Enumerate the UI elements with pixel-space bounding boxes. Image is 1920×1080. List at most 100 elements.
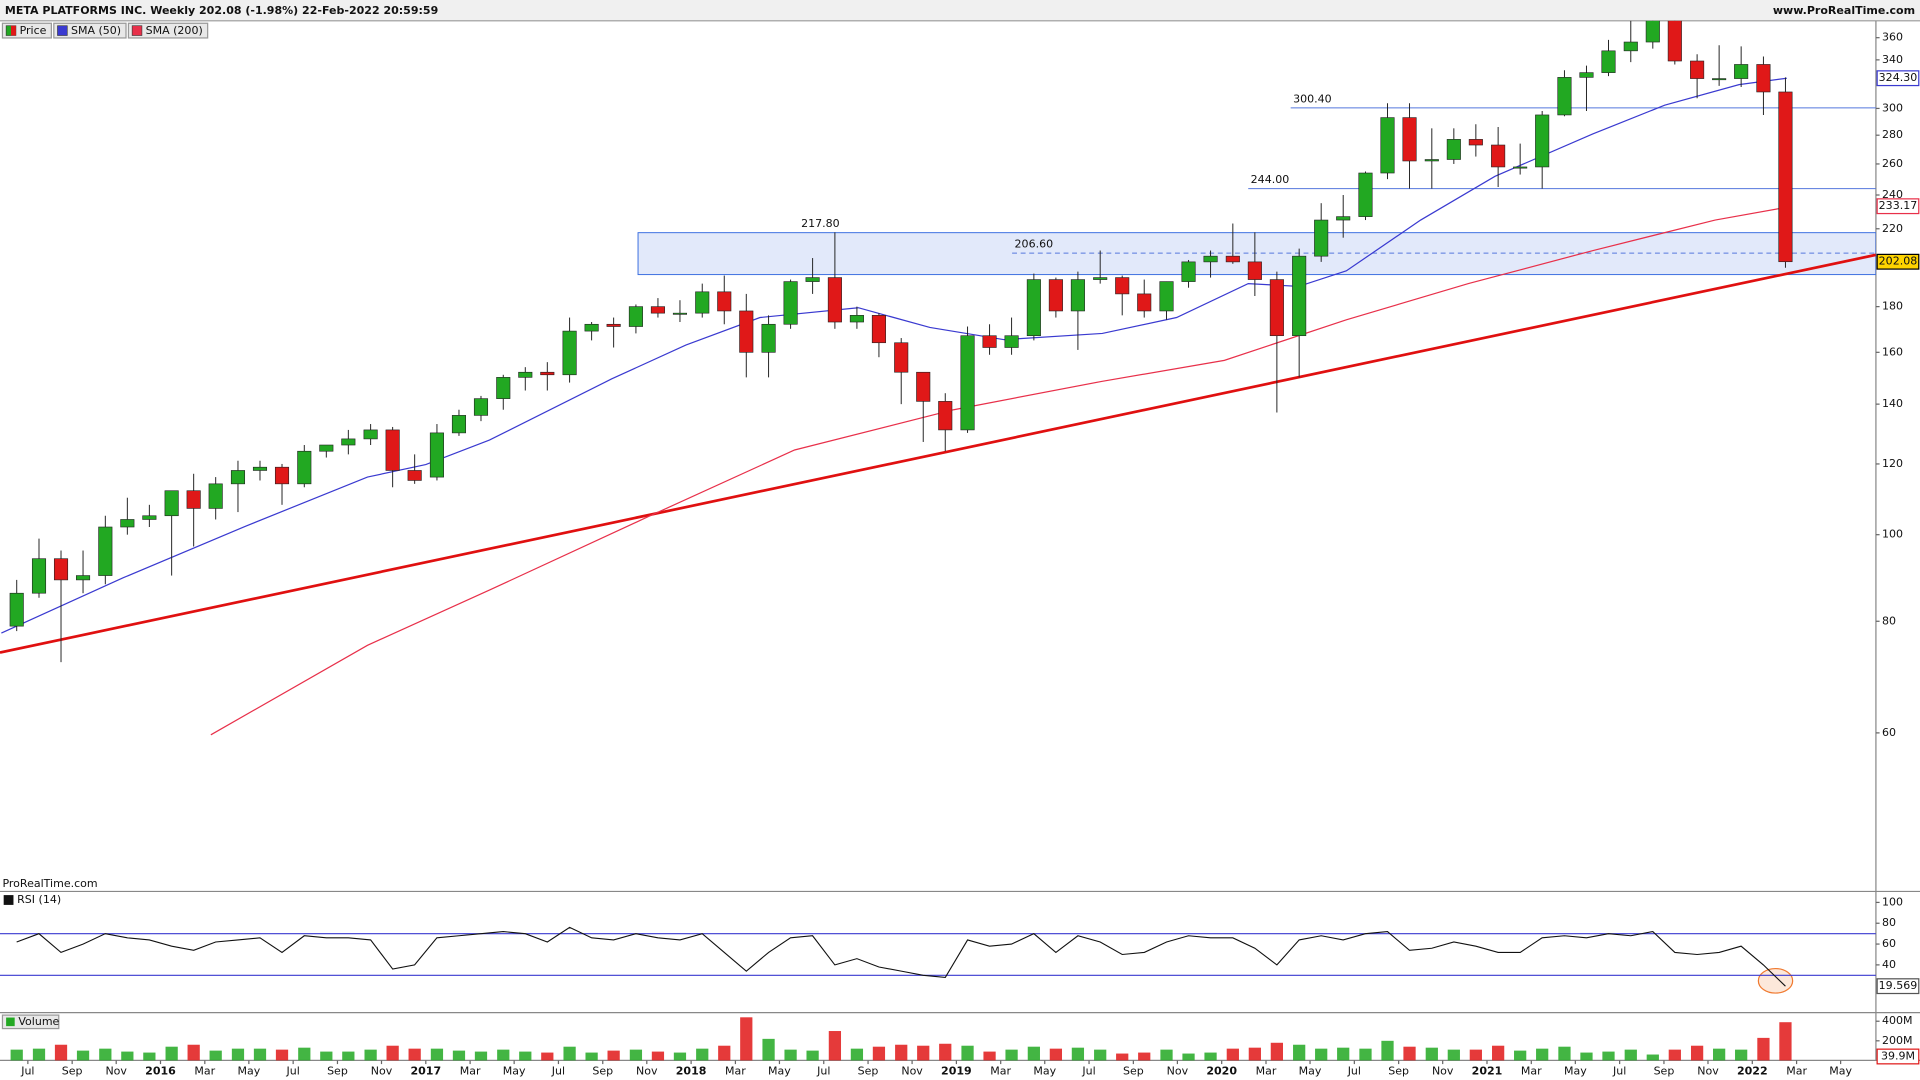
y-tick-label: 140 [1882,397,1903,410]
volume-bar [696,1048,709,1061]
legend-box [127,22,209,39]
x-tick-label: Mar [990,1064,1011,1077]
candle-body [98,526,113,576]
volume-bar [76,1050,90,1061]
legend-swatch [131,25,143,36]
x-tick-label: 2019 [941,1064,972,1077]
candle-body [1579,72,1594,78]
candle-body [451,415,467,434]
volume-bar [1359,1048,1372,1061]
volume-bar [10,1049,23,1061]
value-tag-label: 19.569 [1879,979,1918,992]
x-tick-label: Mar [194,1064,215,1077]
candle-body [319,444,334,452]
value-tag [1876,1048,1920,1065]
volume-bar [629,1049,643,1061]
candle-body [1314,219,1329,257]
volume-bar [1558,1046,1571,1061]
candle-body [1203,255,1218,263]
volume-bar [1005,1049,1018,1061]
candle-body [1667,20,1682,62]
x-tick-label: Sep [592,1064,613,1077]
candle-body [849,315,864,323]
candle-body [982,335,997,348]
header-bar [0,0,1920,21]
y-tick-label: 100 [1882,528,1903,541]
candle-body [1380,117,1395,174]
candle-body [208,483,223,509]
volume-bar [1492,1045,1505,1061]
volume-bar [1713,1048,1726,1061]
volume-bar [32,1048,46,1061]
candle-body [252,466,268,471]
level-label: 244.00 [1251,173,1290,186]
volume-bar [983,1051,996,1061]
volume-bar [718,1045,731,1061]
candle-body [1292,255,1307,337]
volume-bar [1668,1049,1681,1061]
y-tick-label: 300 [1882,101,1903,114]
legend-box [53,22,127,39]
y-tick-label: 40 [1882,958,1896,971]
candle-body [1247,261,1262,280]
candle-body [1159,281,1174,312]
value-tag-label: 324.30 [1879,71,1918,84]
x-tick-label: Sep [1654,1064,1675,1077]
level-label: 206.60 [1015,238,1054,251]
candle-body [1225,255,1240,263]
x-tick-label: 2016 [145,1064,176,1077]
candle-body [1734,64,1749,79]
x-tick-label: Nov [1167,1064,1189,1077]
candle-body [805,277,820,282]
y-tick-label: 60 [1882,726,1896,739]
candle-body [1424,159,1439,162]
y-tick-label: 80 [1882,916,1896,929]
candle-body [407,470,422,481]
candle-body [1491,144,1506,168]
volume-bar [1735,1049,1748,1061]
volume-bar [651,1051,665,1061]
candle-body [1623,41,1638,52]
x-tick-label: 2021 [1472,1064,1503,1077]
legend-label: Price [20,24,47,37]
value-tag [1876,70,1920,87]
trendline [0,253,1876,654]
volume-bar [209,1050,222,1061]
x-tick-label: Jul [1081,1064,1095,1077]
value-tag-label: 39.9M [1881,1049,1915,1062]
x-tick-label: Mar [1256,1064,1277,1077]
x-tick-label: May [1564,1064,1587,1077]
candle-body [9,592,24,627]
site-link[interactable]: www.ProRealTime.com [1773,4,1915,17]
candle-body [230,470,246,485]
volume-bar [1160,1049,1173,1061]
volume-bar [1138,1052,1151,1061]
volume-bar [1270,1042,1283,1061]
volume-bar [1204,1052,1217,1061]
x-tick-label: Jul [1347,1064,1361,1077]
candle-body [1070,279,1085,312]
x-tick-label: Sep [62,1064,83,1077]
x-tick-label: May [768,1064,791,1077]
candle-body [1778,91,1793,263]
volume-bar [1580,1052,1593,1061]
x-tick-label: May [237,1064,260,1077]
volume-bar [99,1048,112,1061]
legend-label: SMA (200) [146,24,203,37]
volume-bar [784,1049,797,1061]
volume-bar [1226,1048,1239,1061]
legend-label: SMA (50) [71,24,121,37]
panel-label-icon [3,895,14,905]
candle-body [186,490,201,509]
candle-body [871,315,886,344]
candle-body [341,438,356,446]
x-tick-label: Nov [105,1064,127,1077]
y-tick-label: 340 [1882,53,1903,66]
y-tick-label: 160 [1882,345,1903,358]
x-tick-label: Sep [858,1064,879,1077]
volume-bar [253,1048,267,1061]
x-tick-label: Sep [327,1064,348,1077]
candle-body [1756,64,1771,93]
candle-body [297,450,312,485]
price-plot [0,20,1876,736]
